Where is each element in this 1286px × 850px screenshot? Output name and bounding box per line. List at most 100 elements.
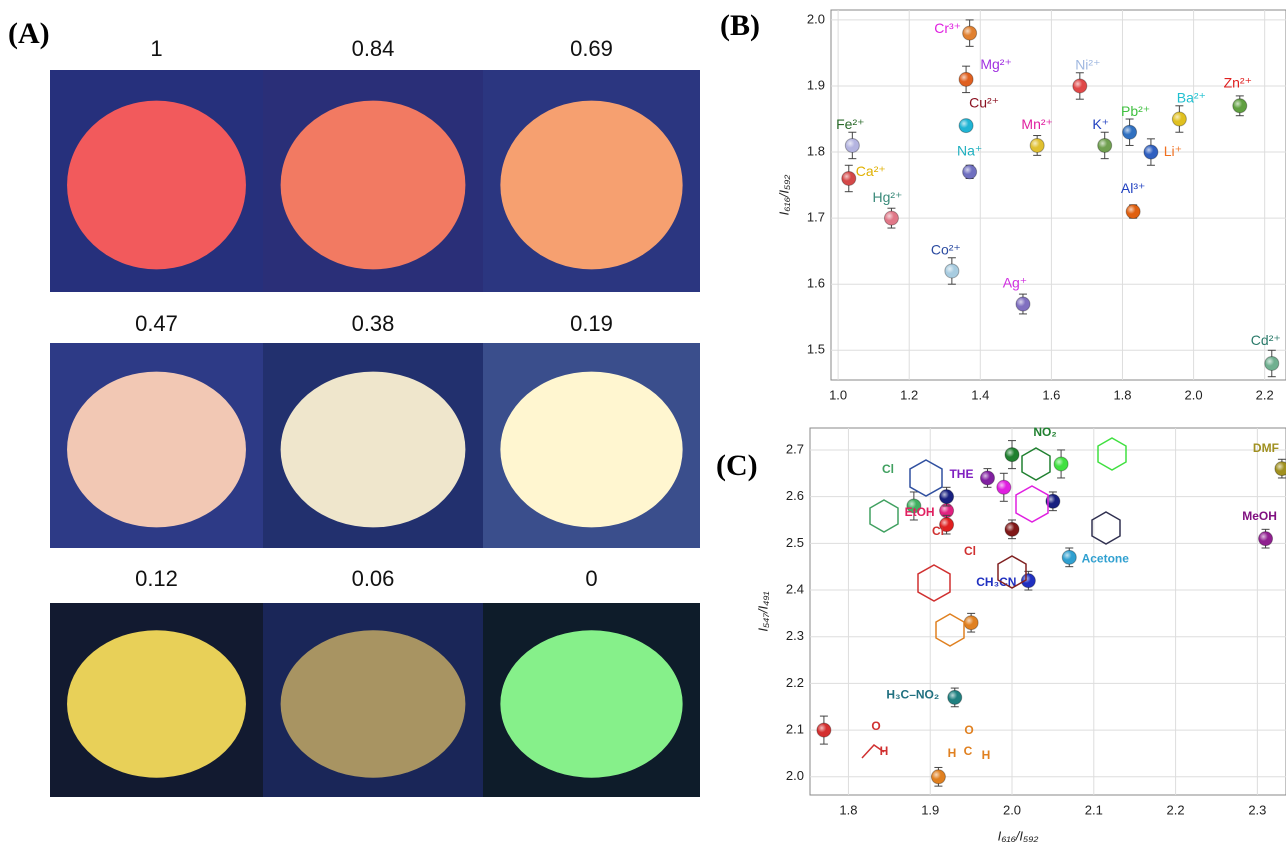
point-sheen xyxy=(1005,522,1019,536)
point-sheen xyxy=(1062,550,1076,564)
point-sheen xyxy=(1259,532,1273,546)
structure-label: O xyxy=(871,719,880,733)
point-label: Mg²⁺ xyxy=(980,56,1012,72)
plot-area xyxy=(810,428,1286,795)
structure-label: Cl xyxy=(932,524,944,538)
point-sheen xyxy=(940,490,954,504)
point-label: Al³⁺ xyxy=(1121,180,1146,196)
x-tick-label: 1.0 xyxy=(829,387,847,402)
photo-label: 0.47 xyxy=(135,311,178,336)
point-label: Co²⁺ xyxy=(931,242,961,258)
point-sheen xyxy=(817,723,831,737)
point-label: Acetone xyxy=(1082,552,1130,566)
powder xyxy=(500,630,682,777)
photo-label: 0.19 xyxy=(570,311,613,336)
x-tick-label: 1.8 xyxy=(839,802,857,817)
x-tick-label: 1.9 xyxy=(921,802,939,817)
point-sheen xyxy=(945,264,959,278)
point-label: NO₂ xyxy=(1033,425,1056,439)
y-tick-label: 2.4 xyxy=(786,581,804,596)
panel-label: (C) xyxy=(716,449,758,482)
y-axis-label: I₆₁₆/I₅₉₂ xyxy=(776,175,791,216)
point-sheen xyxy=(1265,356,1279,370)
point-label: Fe²⁺ xyxy=(836,116,864,132)
powder xyxy=(281,101,466,270)
point-label: H₃C–NO₂ xyxy=(886,688,939,702)
y-tick-label: 1.8 xyxy=(807,143,825,158)
point-sheen xyxy=(884,211,898,225)
x-tick-label: 2.0 xyxy=(1185,387,1203,402)
y-tick-label: 2.1 xyxy=(786,722,804,737)
point-sheen xyxy=(845,138,859,152)
point-sheen xyxy=(1233,99,1247,113)
y-tick-label: 1.7 xyxy=(807,210,825,225)
x-tick-label: 2.2 xyxy=(1167,802,1185,817)
photo-grid: 10.840.690.470.380.190.120.060 xyxy=(50,36,700,797)
point-sheen xyxy=(1126,205,1140,219)
y-tick-label: 2.2 xyxy=(786,675,804,690)
photo-label: 0 xyxy=(585,566,597,591)
point-sheen xyxy=(964,616,978,630)
point-sheen xyxy=(1144,145,1158,159)
point-label: K⁺ xyxy=(1092,116,1109,132)
point-sheen xyxy=(1073,79,1087,93)
point-sheen xyxy=(1098,138,1112,152)
point-label: Mn²⁺ xyxy=(1021,116,1053,132)
point-sheen xyxy=(963,26,977,40)
y-tick-label: 2.0 xyxy=(786,768,804,783)
structure-label: H xyxy=(982,748,991,762)
powder xyxy=(500,372,682,528)
panel-label: (A) xyxy=(8,17,50,50)
structure-label: H xyxy=(948,746,957,760)
x-tick-label: 1.2 xyxy=(900,387,918,402)
point-sheen xyxy=(842,171,856,185)
panel-label: (B) xyxy=(720,9,760,42)
powder xyxy=(281,630,466,777)
y-tick-label: 1.9 xyxy=(807,77,825,92)
photo-label: 0.06 xyxy=(352,566,395,591)
structure-label: C xyxy=(964,744,973,758)
x-tick-label: 2.1 xyxy=(1085,802,1103,817)
point-label: Ag⁺ xyxy=(1003,275,1028,291)
structure-label: Cl xyxy=(964,544,976,558)
point-label: Ca²⁺ xyxy=(856,163,886,179)
x-tick-label: 1.6 xyxy=(1042,387,1060,402)
point-label: Cu²⁺ xyxy=(969,94,999,110)
point-label: THE xyxy=(949,467,973,481)
y-tick-label: 2.7 xyxy=(786,441,804,456)
powder xyxy=(281,372,466,528)
y-tick-label: 1.5 xyxy=(807,342,825,357)
point-label: Cd²⁺ xyxy=(1251,332,1281,348)
point-label: MeOH xyxy=(1242,509,1277,523)
point-label: Cr³⁺ xyxy=(934,20,961,36)
point-sheen xyxy=(980,471,994,485)
point-label: Ba²⁺ xyxy=(1177,90,1206,106)
figure: (A) (B) (C) 10.840.690.470.380.190.120.0… xyxy=(0,0,1286,850)
point-label: Ni²⁺ xyxy=(1075,57,1100,73)
powder xyxy=(67,372,246,528)
structure-label: Cl xyxy=(882,462,894,476)
point-sheen xyxy=(959,72,973,86)
photo-label: 1 xyxy=(150,36,162,61)
photo-label: 0.69 xyxy=(570,36,613,61)
x-tick-label: 1.8 xyxy=(1113,387,1131,402)
point-label: Hg²⁺ xyxy=(872,189,902,205)
point-sheen xyxy=(1005,448,1019,462)
point-sheen xyxy=(1123,125,1137,139)
point-sheen xyxy=(931,770,945,784)
point-sheen xyxy=(997,480,1011,494)
x-tick-label: 2.0 xyxy=(1003,802,1021,817)
structure-label: O xyxy=(964,723,973,737)
point-sheen xyxy=(1054,457,1068,471)
photo-label: 0.84 xyxy=(352,36,395,61)
x-axis-label: I₆₁₆/I₅₉₂ xyxy=(998,828,1039,843)
photo-label: 0.38 xyxy=(352,311,395,336)
point-sheen xyxy=(1030,138,1044,152)
point-label: Pb²⁺ xyxy=(1121,103,1150,119)
point-label: Zn²⁺ xyxy=(1224,75,1252,91)
point-sheen xyxy=(1016,297,1030,311)
y-tick-label: 2.0 xyxy=(807,11,825,26)
powder xyxy=(67,630,246,777)
